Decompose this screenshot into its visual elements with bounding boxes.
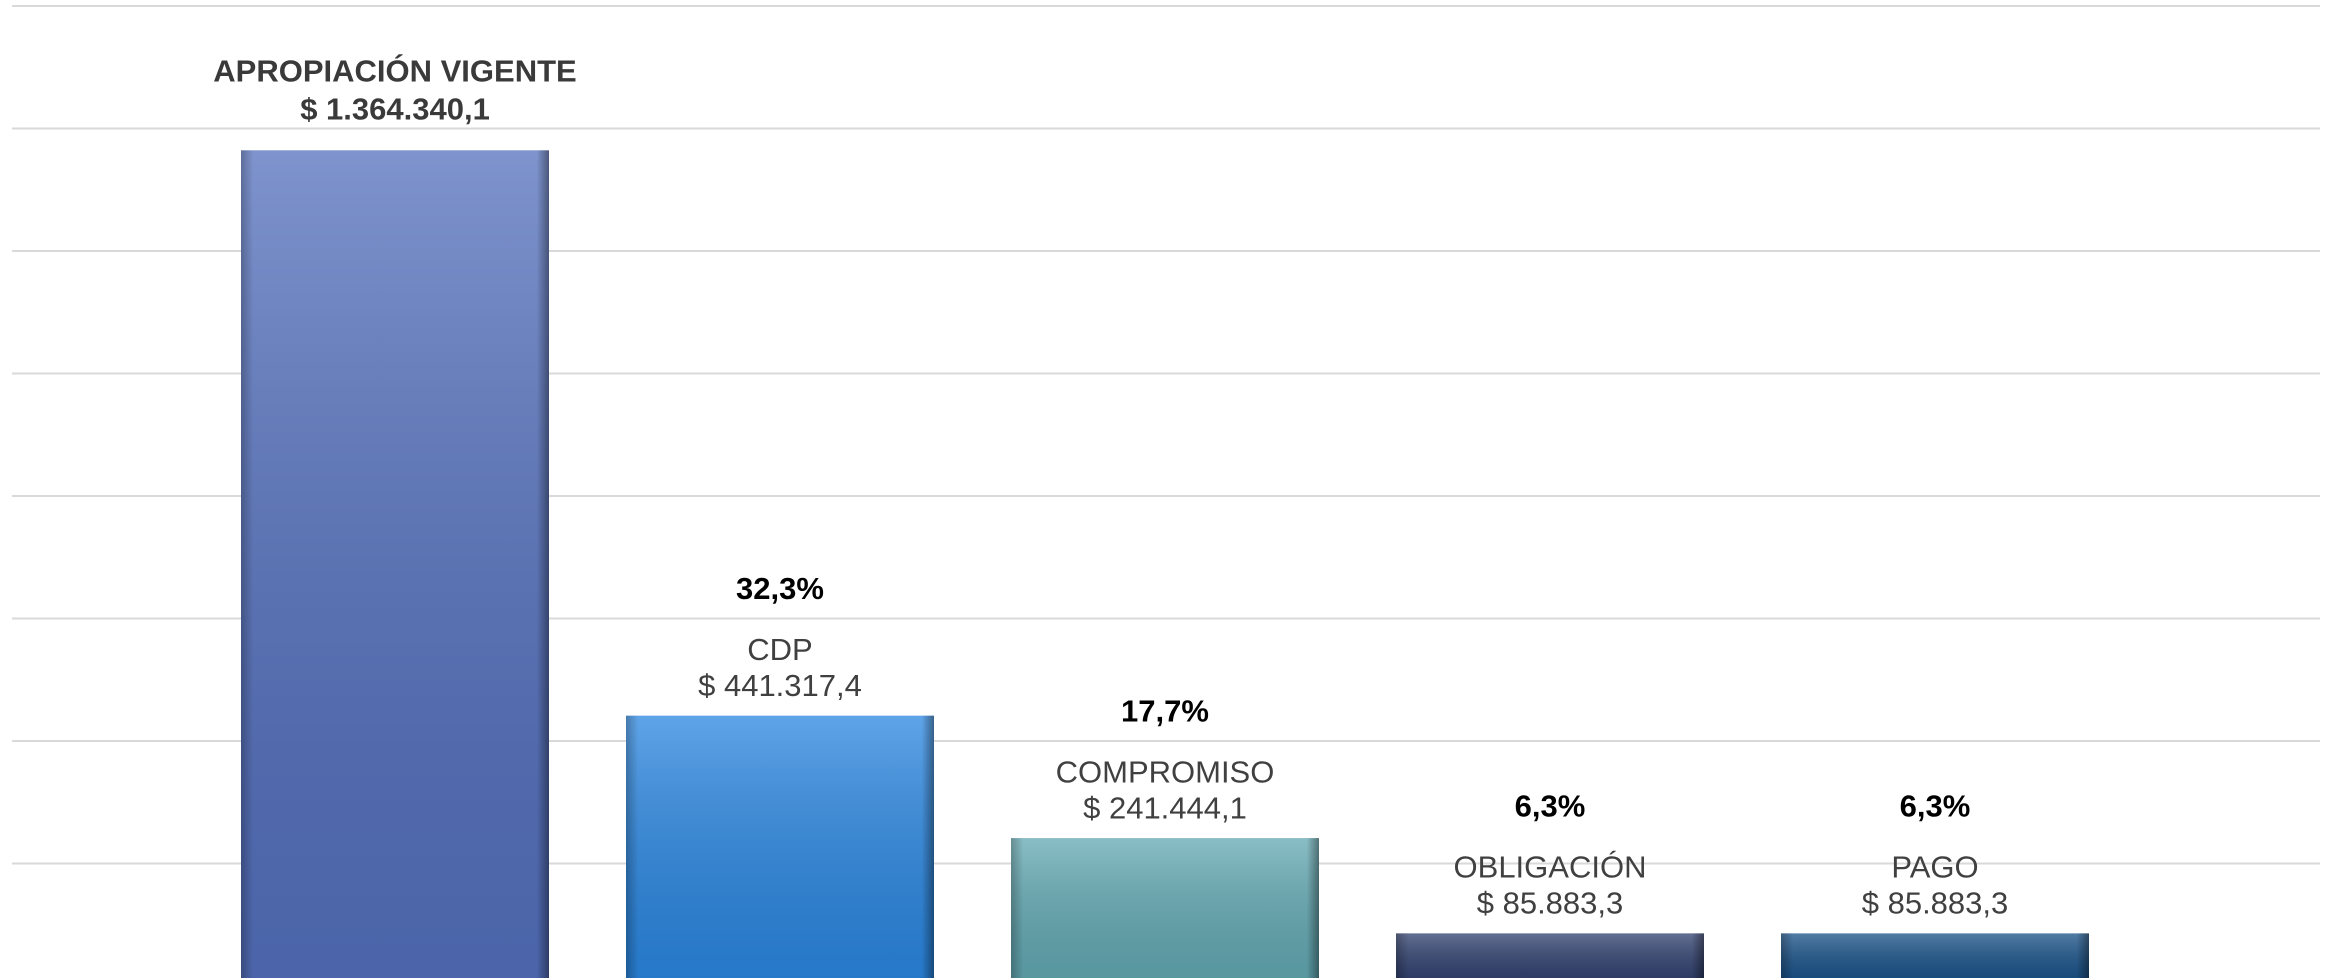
share-label: 17,7% bbox=[1121, 693, 1209, 728]
share-label: 6,3% bbox=[1515, 789, 1586, 824]
bar-edge bbox=[1781, 933, 2089, 978]
bar-value-label: $ 441.317,4 bbox=[698, 668, 862, 703]
share-label: 6,3% bbox=[1900, 789, 1971, 824]
bar-category-label: COMPROMISO bbox=[1056, 754, 1275, 789]
bar-category-label: PAGO bbox=[1891, 850, 1978, 885]
bar-edge bbox=[1011, 838, 1319, 978]
bar-edge bbox=[1396, 933, 1704, 978]
bar-category-label: APROPIACIÓN VIGENTE bbox=[213, 53, 576, 89]
bar-value-label: $ 85.883,3 bbox=[1477, 886, 1624, 921]
bar-category-label: CDP bbox=[747, 632, 812, 667]
bar-edge bbox=[626, 715, 934, 978]
bar-category-label: OBLIGACIÓN bbox=[1454, 850, 1647, 885]
share-label: 32,3% bbox=[736, 571, 824, 606]
bar-value-label: $ 1.364.340,1 bbox=[300, 92, 490, 127]
bar-value-label: $ 85.883,3 bbox=[1862, 886, 2009, 921]
bar-value-label: $ 241.444,1 bbox=[1083, 790, 1247, 825]
bar-edge bbox=[241, 150, 549, 978]
